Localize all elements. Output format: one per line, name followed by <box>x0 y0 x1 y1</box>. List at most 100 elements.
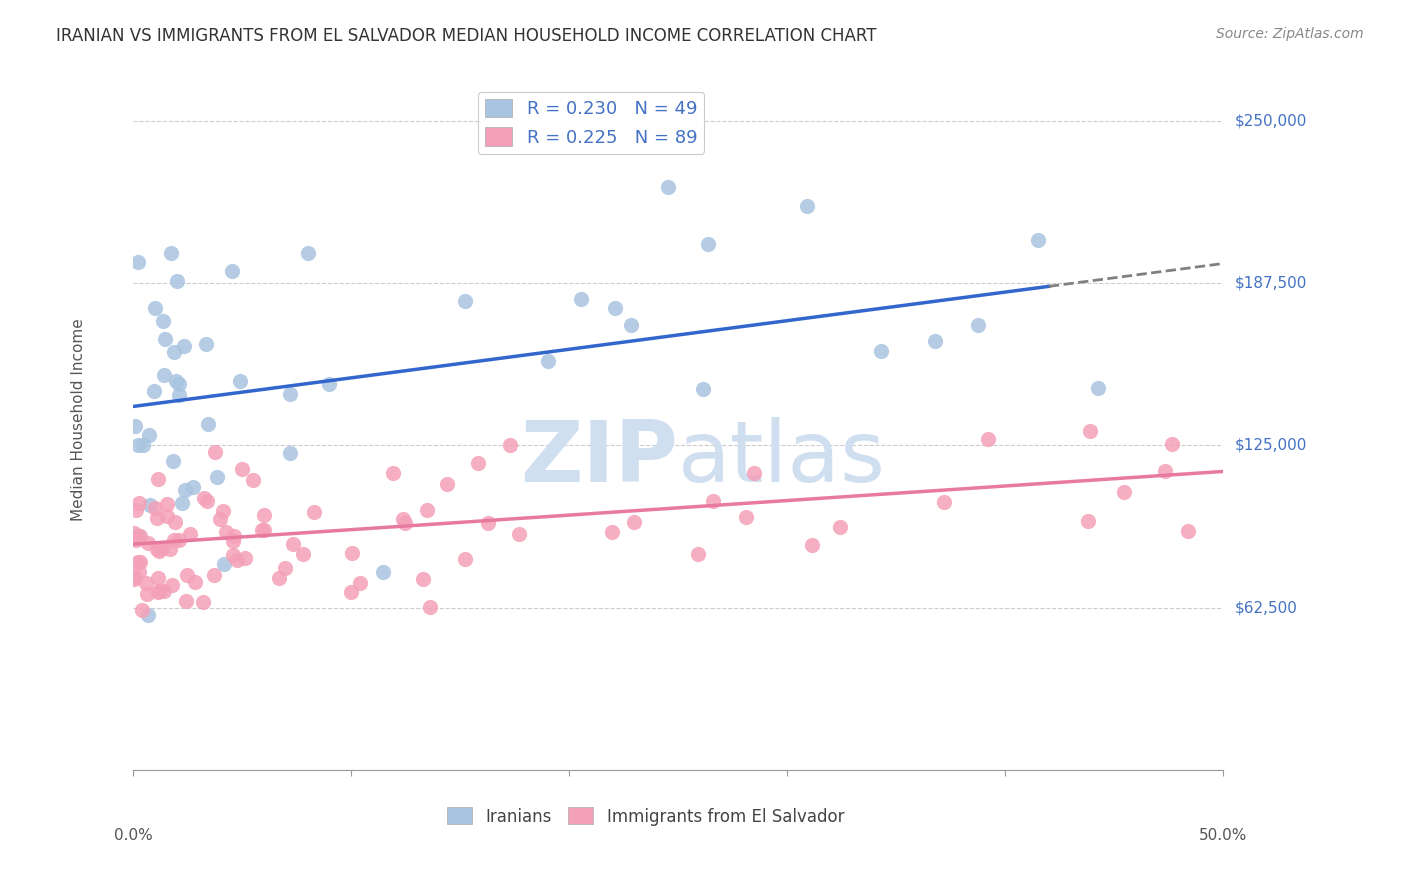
Point <box>697 237 720 252</box>
Point <box>221 548 243 562</box>
Point <box>233 550 256 565</box>
Point <box>128 529 150 543</box>
Point <box>124 419 146 434</box>
Point <box>170 496 193 510</box>
Point <box>152 368 174 382</box>
Point <box>195 493 218 508</box>
Point <box>870 344 893 359</box>
Point <box>571 292 593 306</box>
Point <box>194 337 217 351</box>
Point <box>163 345 186 359</box>
Point <box>202 568 225 582</box>
Point <box>163 533 186 547</box>
Point <box>127 255 149 269</box>
Point <box>742 467 765 481</box>
Point <box>153 333 176 347</box>
Point <box>231 462 253 476</box>
Point <box>297 246 319 260</box>
Point <box>212 557 235 571</box>
Point <box>796 199 818 213</box>
Point <box>165 374 187 388</box>
Point <box>221 533 243 548</box>
Point <box>221 264 243 278</box>
Point <box>124 572 146 586</box>
Point <box>302 505 325 519</box>
Point <box>156 498 179 512</box>
Point <box>146 541 169 556</box>
Point <box>131 438 153 452</box>
Point <box>167 388 190 402</box>
Point <box>145 301 167 315</box>
Point <box>207 470 229 484</box>
Point <box>160 245 183 260</box>
Point <box>412 572 434 586</box>
Point <box>135 575 157 590</box>
Text: atlas: atlas <box>678 417 886 500</box>
Point <box>1112 484 1135 499</box>
Point <box>229 375 252 389</box>
Point <box>225 553 247 567</box>
Point <box>537 354 560 368</box>
Point <box>1076 514 1098 528</box>
Point <box>253 523 276 537</box>
Point <box>605 301 627 315</box>
Point <box>702 493 724 508</box>
Point <box>124 526 146 541</box>
Point <box>152 314 174 328</box>
Point <box>499 438 522 452</box>
Point <box>153 584 176 599</box>
Legend: Iranians, Immigrants from El Salvador: Iranians, Immigrants from El Salvador <box>440 801 851 832</box>
Point <box>278 446 301 460</box>
Point <box>934 495 956 509</box>
Point <box>150 541 173 555</box>
Point <box>657 179 679 194</box>
Point <box>1153 464 1175 478</box>
Point <box>184 575 207 590</box>
Point <box>394 516 416 531</box>
Point <box>129 555 152 569</box>
Text: ZIP: ZIP <box>520 417 678 500</box>
Point <box>166 274 188 288</box>
Point <box>967 318 990 332</box>
Point <box>179 527 201 541</box>
Text: $125,000: $125,000 <box>1234 438 1306 453</box>
Point <box>800 538 823 552</box>
Point <box>146 472 169 486</box>
Point <box>1028 234 1050 248</box>
Point <box>146 585 169 599</box>
Text: Source: ZipAtlas.com: Source: ZipAtlas.com <box>1216 27 1364 41</box>
Point <box>193 491 215 505</box>
Text: 0.0%: 0.0% <box>114 828 153 843</box>
Point <box>828 520 851 534</box>
Point <box>124 570 146 584</box>
Text: Median Household Income: Median Household Income <box>72 318 86 521</box>
Point <box>392 511 415 525</box>
Point <box>620 318 643 333</box>
Point <box>127 555 149 569</box>
Point <box>208 512 231 526</box>
Point <box>127 529 149 543</box>
Point <box>1087 381 1109 395</box>
Point <box>349 575 371 590</box>
Point <box>692 382 714 396</box>
Text: $187,500: $187,500 <box>1234 276 1306 291</box>
Point <box>467 456 489 470</box>
Point <box>340 546 363 560</box>
Point <box>142 384 165 398</box>
Point <box>162 454 184 468</box>
Point <box>371 565 394 579</box>
Point <box>1177 524 1199 539</box>
Point <box>159 541 181 556</box>
Point <box>291 548 314 562</box>
Point <box>136 535 159 549</box>
Point <box>125 533 148 547</box>
Point <box>735 510 758 524</box>
Point <box>136 607 159 622</box>
Point <box>454 293 477 308</box>
Point <box>146 510 169 524</box>
Point <box>340 585 363 599</box>
Point <box>477 516 499 530</box>
Point <box>160 578 183 592</box>
Point <box>148 543 170 558</box>
Point <box>204 445 226 459</box>
